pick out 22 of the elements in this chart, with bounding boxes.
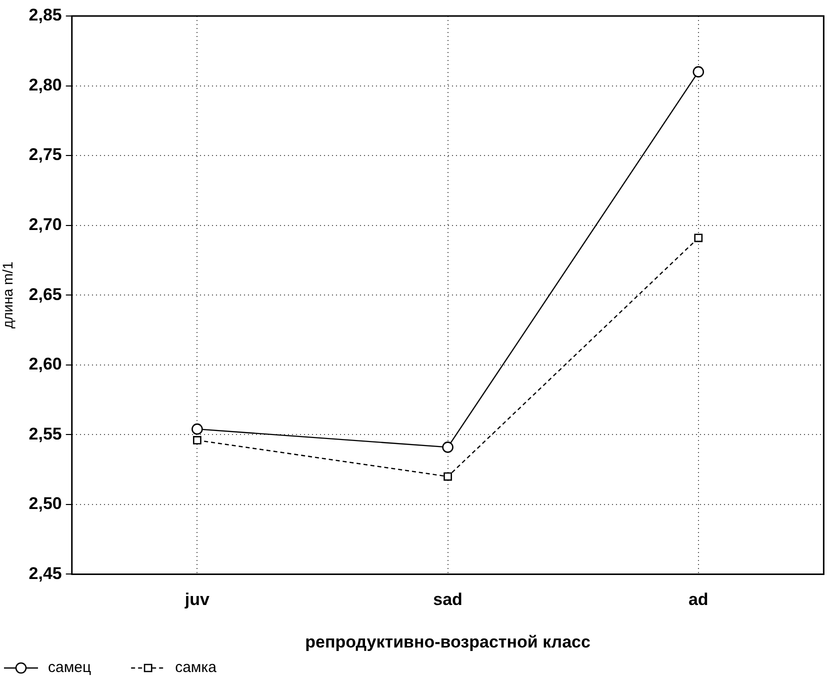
y-tick-label: 2,50 (28, 494, 62, 514)
point (444, 472, 452, 481)
y-tick-label: 2,70 (28, 215, 62, 234)
y-tick-label: 2,60 (28, 354, 62, 374)
y-tick-label: 2,85 (28, 6, 62, 25)
point (442, 442, 454, 453)
y-tick-label: 2,80 (28, 75, 62, 94)
point (192, 423, 203, 435)
y-tick-label: 2,55 (28, 424, 62, 444)
x-tick-label: ad (688, 590, 708, 610)
point (193, 436, 202, 444)
y-tick-label: 2,45 (28, 564, 62, 583)
x-tick-label: juv (184, 590, 210, 610)
y-axis-title: длина m/1 (0, 261, 16, 329)
legend-label: самец (48, 659, 92, 676)
y-tick-label: 2,75 (28, 145, 62, 164)
y-tick-label: 2,65 (28, 284, 62, 304)
point (692, 66, 704, 78)
point (694, 234, 703, 242)
legend-label: самка (175, 659, 218, 676)
x-tick-label: sad (433, 590, 462, 610)
x-axis-title: репродуктивно-возрастной класс (305, 632, 590, 652)
